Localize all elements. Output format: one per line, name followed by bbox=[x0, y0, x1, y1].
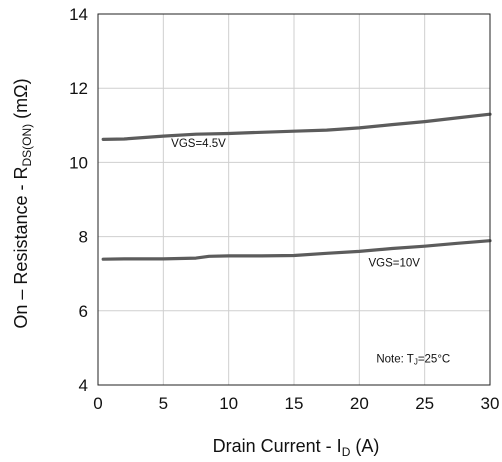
note-suffix: =25°C bbox=[418, 354, 450, 366]
y-tick-label: 14 bbox=[69, 5, 88, 24]
series-annotation-2: VGS=10V bbox=[368, 257, 420, 269]
x-tick-label: 25 bbox=[415, 394, 434, 413]
grid bbox=[98, 14, 490, 385]
y-tick-labels: 4 6 8 10 12 14 bbox=[69, 5, 88, 395]
y-tick-label: 4 bbox=[79, 376, 88, 395]
y-axis-label-subscript: DS(ON) bbox=[20, 124, 34, 167]
series-lines bbox=[101, 112, 492, 261]
x-axis-label: Drain Current - ID (A) bbox=[213, 436, 380, 459]
x-tick-label: 30 bbox=[481, 394, 500, 413]
y-tick-label: 6 bbox=[79, 302, 88, 321]
note-subscript: J bbox=[414, 358, 418, 367]
series-line-2 bbox=[101, 239, 492, 261]
x-tick-label: 20 bbox=[350, 394, 369, 413]
x-tick-label: 0 bbox=[93, 394, 102, 413]
x-axis-label-subscript: D bbox=[342, 445, 351, 459]
series-line-1 bbox=[101, 112, 492, 141]
x-tick-labels: 0 5 10 15 20 25 30 bbox=[93, 394, 499, 413]
y-tick-label: 8 bbox=[79, 228, 88, 247]
x-axis-label-text: Drain Current - I bbox=[213, 436, 342, 456]
y-tick-label: 12 bbox=[69, 79, 88, 98]
y-axis-label-text: On – Resistance - R bbox=[11, 167, 31, 329]
temperature-note: Note: TJ=25°C bbox=[376, 354, 450, 367]
y-tick-label: 10 bbox=[69, 153, 88, 172]
y-axis-label-unit: (mΩ) bbox=[11, 78, 31, 123]
annotations: VGS=4.5V VGS=10V bbox=[171, 138, 420, 269]
x-tick-label: 5 bbox=[159, 394, 168, 413]
x-tick-label: 15 bbox=[285, 394, 304, 413]
x-tick-label: 10 bbox=[219, 394, 238, 413]
series-annotation-1: VGS=4.5V bbox=[171, 138, 226, 150]
note-prefix: Note: T bbox=[376, 354, 414, 366]
y-axis-label: On – Resistance - RDS(ON) (mΩ) bbox=[11, 78, 34, 328]
x-axis-label-unit: (A) bbox=[350, 436, 379, 456]
plot-frame bbox=[97, 13, 491, 386]
